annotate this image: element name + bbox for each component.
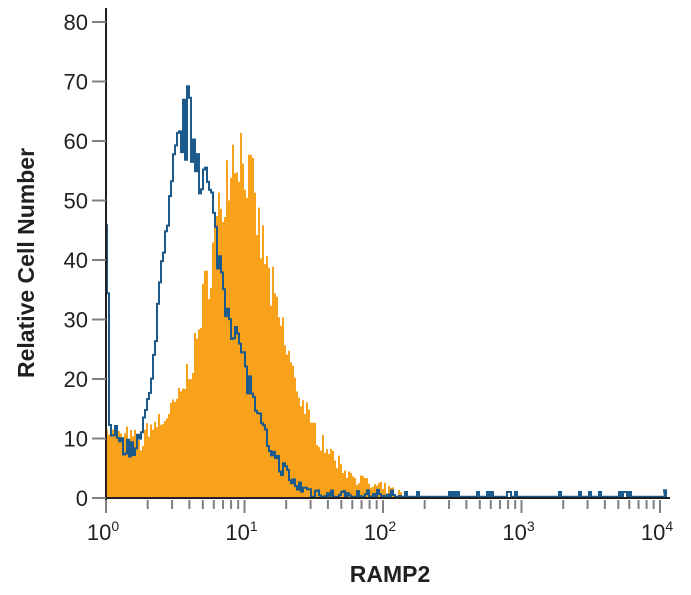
y-tick-label: 30 [64, 308, 88, 333]
x-axis: 100 101 102 103 104 [87, 497, 673, 545]
y-axis-ticks: 0 10 20 30 40 50 60 70 80 [64, 10, 106, 511]
y-tick-label: 50 [64, 189, 88, 214]
y-axis-title: Relative Cell Number [13, 148, 39, 378]
y-tick-label: 20 [64, 367, 88, 392]
y-tick-label: 80 [64, 10, 88, 35]
plot-area [106, 85, 667, 498]
isotype-control-histogram-line [106, 85, 667, 498]
y-tick-label: 0 [76, 486, 88, 511]
x-tick-label: 101 [225, 518, 257, 545]
x-tick-label: 102 [364, 518, 396, 545]
y-tick-label: 10 [64, 427, 88, 452]
x-tick-label: 104 [641, 518, 673, 545]
stained-histogram-area [106, 132, 420, 498]
y-tick-label: 60 [64, 129, 88, 154]
y-tick-label: 40 [64, 248, 88, 273]
x-tick-label: 100 [87, 518, 119, 545]
y-tick-label: 70 [64, 70, 88, 95]
x-axis-title: RAMP2 [350, 561, 431, 587]
x-axis-ticks: 100 101 102 103 104 [87, 500, 673, 545]
x-tick-label: 103 [502, 518, 534, 545]
y-axis: 0 10 20 30 40 50 60 70 80 [64, 8, 107, 511]
